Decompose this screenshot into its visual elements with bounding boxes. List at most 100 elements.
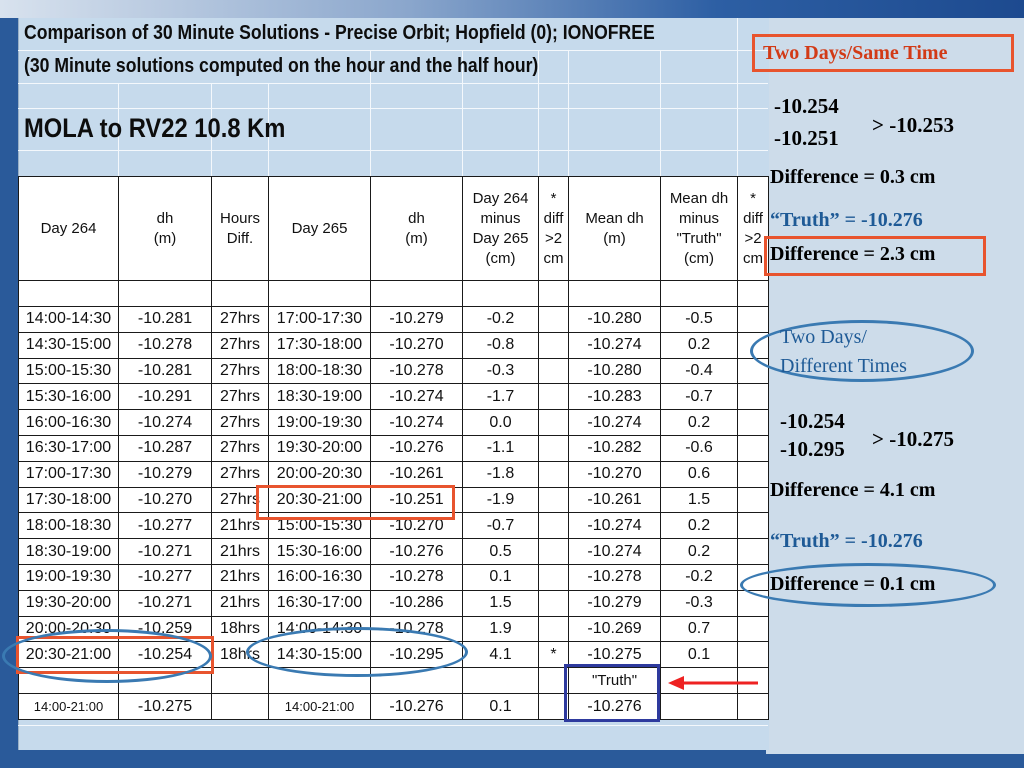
row-difference: -0.2 <box>462 306 539 333</box>
row-dh-264: -10.281 <box>118 306 212 333</box>
row-day265-window: 15:30-16:00 <box>268 538 371 565</box>
same-time-value-1: -10.254 <box>774 94 839 118</box>
header-flag-2: * diff >2 cm <box>737 176 769 281</box>
row-hours-diff: 21hrs <box>211 538 269 565</box>
row-dh-265: -10.261 <box>370 460 463 488</box>
grid-line <box>737 18 738 176</box>
row-flag <box>538 563 569 591</box>
row-difference: 1.9 <box>462 615 539 643</box>
row-day265-window: 20:30-21:00 <box>268 486 371 514</box>
row-day265-window: 16:30-17:00 <box>268 589 371 617</box>
different-times-value-1: -10.254 <box>780 409 845 433</box>
row-day265-window: 17:00-17:30 <box>268 306 371 333</box>
row-hours-diff: 21hrs <box>211 589 269 617</box>
table-row: 19:30-20:00 -10.271 21hrs 16:30-17:00 -10.28… <box>18 589 769 617</box>
row-dh-265: -10.278 <box>370 563 463 591</box>
summary-day264-window: 14:00-21:00 <box>18 693 119 721</box>
row-day265-window: 18:00-18:30 <box>268 357 371 385</box>
row-hours-diff: 27hrs <box>211 409 269 436</box>
row-dh-265: -10.274 <box>370 409 463 436</box>
table-row: 14:30-15:00 -10.278 27hrs 17:30-18:00 -10.27… <box>18 331 769 359</box>
row-day264-window: 15:30-16:00 <box>18 383 119 411</box>
row-difference: -1.8 <box>462 460 539 488</box>
row-flag <box>538 460 569 488</box>
row-dh-264: -10.291 <box>118 383 212 411</box>
row-mean-dh: -10.274 <box>568 409 661 436</box>
sheet-title: Comparison of 30 Minute Solutions - Prec… <box>24 22 655 44</box>
row-dh-264: -10.271 <box>118 538 212 565</box>
row-dh-265: -10.274 <box>370 383 463 411</box>
row-dh-265: -10.278 <box>370 357 463 385</box>
row-flag-2 <box>737 409 769 436</box>
row-mean-dh: -10.269 <box>568 615 661 643</box>
header-day264: Day 264 <box>18 176 119 281</box>
row-day265-window: 18:30-19:00 <box>268 383 371 411</box>
same-time-value-2: -10.251 <box>774 126 839 150</box>
same-time-label: Two Days/Same Time <box>763 42 948 64</box>
row-dh-264: -10.274 <box>118 409 212 436</box>
row-dh-264: -10.277 <box>118 563 212 591</box>
table-row: 16:00-16:30 -10.274 27hrs 19:00-19:30 -10.27… <box>18 409 769 436</box>
solutions-table: Day 264 dh (m) Hours Diff. Day 265 dh (m) D… <box>18 176 769 721</box>
row-flag <box>538 512 569 540</box>
table-row: 14:00-14:30 -10.281 27hrs 17:00-17:30 -10.27… <box>18 306 769 333</box>
header-day-difference: Day 264 minus Day 265 (cm) <box>462 176 539 281</box>
row-mean-dh: -10.275 <box>568 641 661 669</box>
table-spacer-row <box>18 280 769 307</box>
different-times-diff2-ellipse <box>740 563 996 607</box>
row-dh-265: -10.279 <box>370 306 463 333</box>
row-mean-dh: -10.274 <box>568 538 661 565</box>
annotation-panel <box>766 18 1024 754</box>
row-mean-minus-truth: 1.5 <box>660 486 738 514</box>
row-mean-dh: -10.282 <box>568 434 661 462</box>
row-hours-diff: 27hrs <box>211 357 269 385</box>
row-dh-264: -10.279 <box>118 460 212 488</box>
row-dh-264: -10.270 <box>118 486 212 514</box>
row-day264-window: 14:30-15:00 <box>18 331 119 359</box>
row-mean-dh: -10.278 <box>568 563 661 591</box>
row-mean-dh: -10.280 <box>568 306 661 333</box>
row-flag <box>538 434 569 462</box>
row-flag-2 <box>737 383 769 411</box>
row-mean-dh: -10.270 <box>568 460 661 488</box>
row-dh-264: -10.277 <box>118 512 212 540</box>
different-times-truth-difference: Difference = 0.1 cm <box>770 573 936 595</box>
row-flag <box>538 331 569 359</box>
header-dh-265: dh (m) <box>370 176 463 281</box>
row-day265-window: 19:00-19:30 <box>268 409 371 436</box>
different-times-difference: Difference = 4.1 cm <box>770 479 936 501</box>
row-mean-dh: -10.279 <box>568 589 661 617</box>
row-dh-264: -10.278 <box>118 331 212 359</box>
grid-line <box>18 50 768 51</box>
grid-line <box>118 83 119 176</box>
different-times-mean: > -10.275 <box>872 427 954 451</box>
row-flag-2 <box>737 512 769 540</box>
same-time-truth-difference: Difference = 2.3 cm <box>770 243 936 265</box>
same-time-difference: Difference = 0.3 cm <box>770 166 936 188</box>
row-day264-window: 17:00-17:30 <box>18 460 119 488</box>
row-mean-dh: -10.283 <box>568 383 661 411</box>
row-mean-minus-truth: 0.1 <box>660 641 738 669</box>
row-flag-2 <box>737 460 769 488</box>
row-flag-2 <box>737 538 769 565</box>
grid-line <box>462 50 463 176</box>
header-mean-dh: Mean dh (m) <box>568 176 661 281</box>
sheet-subtitle: (30 Minute solutions computed on the hou… <box>24 55 539 77</box>
table-row: 15:30-16:00 -10.291 27hrs 18:30-19:00 -10.27… <box>18 383 769 411</box>
row-flag-2 <box>737 486 769 514</box>
same-time-truth: “Truth” = -10.276 <box>770 209 923 231</box>
row-dh-265: -10.276 <box>370 434 463 462</box>
row-flag-2 <box>737 434 769 462</box>
row-hours-diff: 18hrs <box>211 615 269 643</box>
row-difference: -1.7 <box>462 383 539 411</box>
row-flag-2 <box>737 641 769 669</box>
row-difference: 0.1 <box>462 563 539 591</box>
row-flag <box>538 615 569 643</box>
row-day265-window: 20:00-20:30 <box>268 460 371 488</box>
row-difference: 1.5 <box>462 589 539 617</box>
row-flag <box>538 589 569 617</box>
row-flag <box>538 357 569 385</box>
row-hours-diff: 27hrs <box>211 306 269 333</box>
same-time-diff2-box <box>764 236 986 276</box>
row-hours-diff: 21hrs <box>211 563 269 591</box>
